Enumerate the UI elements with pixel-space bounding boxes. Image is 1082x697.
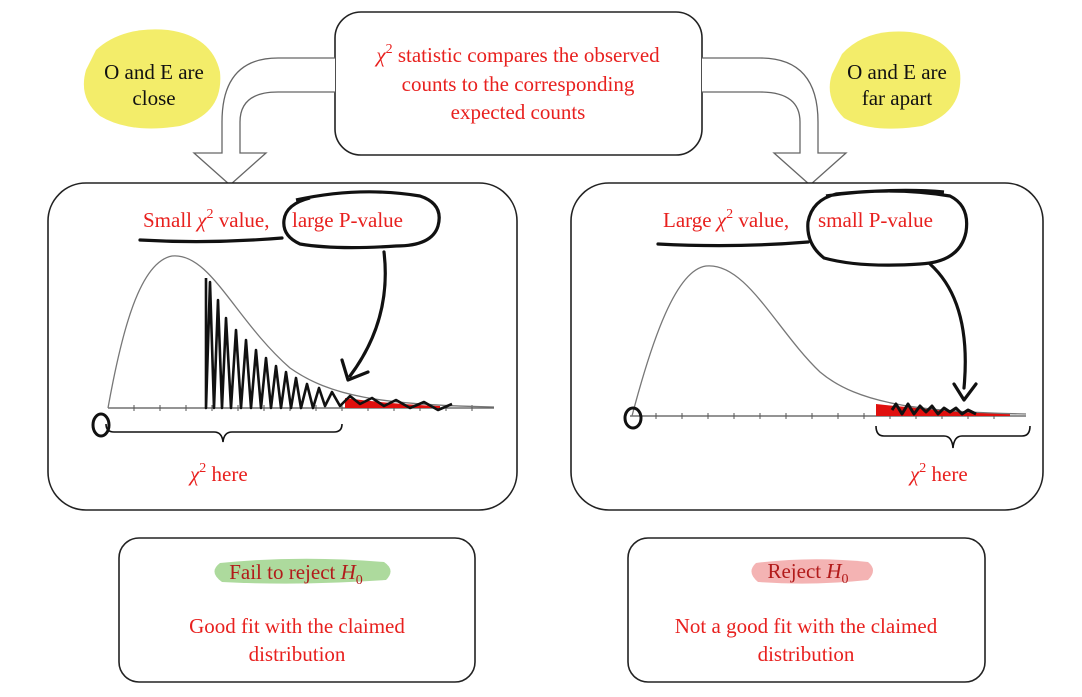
left-bubble: O and E are close	[83, 29, 221, 129]
left-result-desc-line1: Good fit with the claimed	[189, 614, 405, 638]
left-result-desc-line2: distribution	[249, 642, 346, 666]
left-chi-here: χ2 here	[188, 461, 248, 486]
left-scribble	[204, 278, 453, 412]
right-bubble-line1: O and E are	[847, 60, 947, 84]
pink-highlight	[751, 559, 873, 584]
right-brace	[875, 425, 1031, 449]
right-result-title: Reject H0	[767, 559, 848, 587]
top-box-line2: counts to the corresponding	[402, 72, 635, 96]
left-bubble-line1: O and E are	[104, 60, 204, 84]
hand-arrow	[928, 262, 967, 390]
green-highlight	[214, 558, 391, 584]
top-box-line3: expected counts	[451, 100, 586, 124]
hand-arrow	[348, 250, 387, 378]
right-result-desc-line2: distribution	[758, 642, 855, 666]
circle-mark	[806, 188, 969, 267]
left-brace	[105, 423, 343, 443]
right-panel-pvalue-label: small P-value	[818, 208, 933, 232]
left-result-box: Fail to reject H0 Good fit with the clai…	[118, 537, 476, 683]
underline-mark	[138, 236, 284, 244]
left-result-title: Fail to reject H0	[229, 560, 363, 588]
right-zero-circle	[623, 406, 643, 430]
underline-mark	[656, 240, 810, 248]
right-bubble-line2: far apart	[862, 86, 933, 110]
right-scribble	[890, 402, 977, 416]
left-zero-circle	[91, 412, 111, 438]
right-chi-curve	[631, 265, 1027, 417]
right-bubble: O and E are far apart	[829, 31, 961, 129]
right-result-box: Reject H0 Not a good fit with the claime…	[627, 537, 986, 683]
right-result-desc-line1: Not a good fit with the claimed	[675, 614, 938, 638]
right-panel-label: Large χ2 value,	[663, 207, 789, 232]
left-chi-curve	[107, 255, 495, 409]
circle-mark	[282, 190, 441, 250]
right-chi-here: χ2 here	[908, 461, 968, 486]
top-box: χ2 statistic compares the observed count…	[334, 11, 703, 156]
top-box-line1: χ2 statistic compares the observed	[374, 42, 660, 67]
right-panel: Large χ2 value, small P-value 0 χ2 her	[570, 182, 1044, 511]
left-panel-pvalue-label: large P-value	[292, 208, 403, 232]
right-curved-arrow	[702, 57, 848, 186]
left-panel: Small χ2 value, large P-value 0 χ2 her	[47, 182, 518, 511]
left-panel-label: Small χ2 value,	[143, 207, 270, 232]
left-curved-arrow	[192, 57, 335, 186]
left-bubble-line2: close	[132, 86, 175, 110]
